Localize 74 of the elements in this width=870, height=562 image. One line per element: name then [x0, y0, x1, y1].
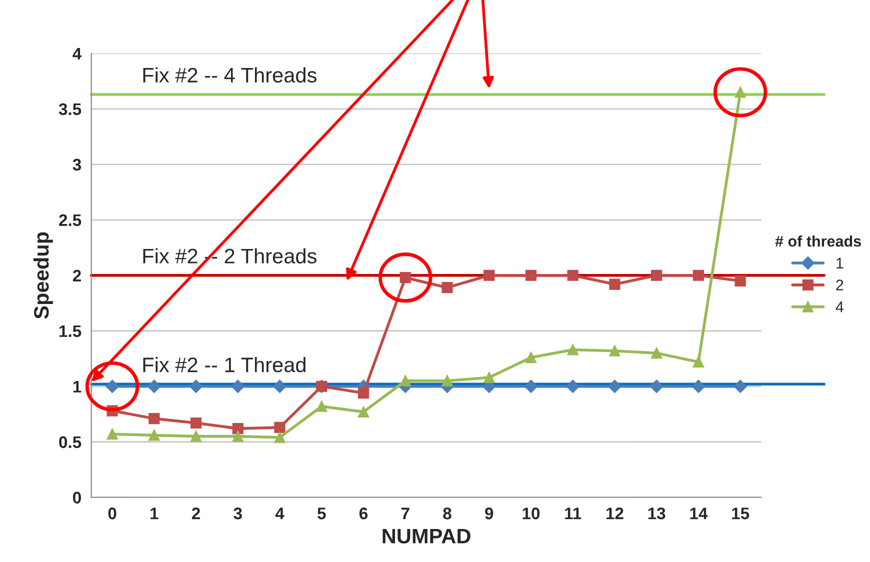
x-tick-label: 15 — [732, 508, 750, 520]
x-tick-label: 4 — [275, 508, 284, 520]
point — [734, 380, 747, 393]
point — [273, 380, 286, 393]
point — [525, 352, 537, 364]
y-tick-label: 1 — [73, 380, 82, 392]
point — [232, 430, 244, 442]
point — [609, 278, 620, 290]
point — [358, 406, 370, 418]
x-tick-label: 8 — [443, 508, 452, 520]
x-tick-label: 7 — [401, 508, 410, 520]
point — [567, 270, 578, 281]
point — [106, 380, 119, 393]
point — [274, 422, 286, 433]
point — [525, 270, 537, 281]
y-tick-label: 3.5 — [58, 103, 82, 116]
point — [734, 275, 746, 286]
x-tick-label: 12 — [606, 508, 624, 520]
point — [190, 417, 202, 429]
point — [692, 270, 704, 281]
x-tick-label: 5 — [318, 508, 326, 520]
point — [609, 345, 620, 356]
legend-label: 4 — [836, 302, 844, 312]
point — [484, 270, 495, 281]
point — [316, 400, 328, 412]
y-axis-title: Speedup — [33, 232, 53, 319]
point — [148, 380, 161, 393]
point — [148, 430, 160, 441]
point — [400, 272, 411, 284]
point — [651, 270, 662, 281]
point — [692, 356, 704, 368]
x-tick-label: 0 — [108, 508, 116, 520]
point — [358, 387, 370, 399]
legend-title: # of threads — [775, 235, 861, 247]
y-tick-label: 4 — [72, 48, 82, 60]
x-tick-label: 2 — [192, 508, 200, 520]
x-tick-label: 6 — [359, 508, 368, 520]
point — [148, 413, 160, 424]
ref-line-label: Fix #2 -- 1 Thread — [143, 356, 306, 372]
point — [734, 86, 746, 98]
y-tick-label: 3 — [72, 158, 82, 171]
y-tick-label: 2 — [72, 270, 81, 282]
point — [608, 380, 622, 393]
x-tick-label: 11 — [565, 508, 582, 520]
point — [231, 380, 244, 393]
ref-line-label: Fix #2 -- 4 Threads — [143, 67, 316, 83]
legend-label: 2 — [836, 280, 844, 290]
point — [190, 430, 202, 442]
point — [106, 428, 118, 440]
x-axis-title: NUMPAD — [382, 528, 470, 544]
point — [442, 282, 453, 294]
point — [442, 375, 453, 386]
x-tick-label: 9 — [485, 508, 494, 520]
point — [232, 422, 244, 434]
x-tick-label: 10 — [522, 508, 540, 520]
point — [524, 380, 538, 393]
point — [650, 380, 664, 393]
point — [567, 344, 578, 356]
x-tick-label: 13 — [648, 508, 666, 520]
y-tick-label: 0 — [73, 492, 81, 504]
point — [692, 380, 706, 393]
y-tick-label: 1.5 — [60, 325, 82, 338]
x-tick-label: 3 — [234, 508, 242, 520]
y-tick-label: 2.5 — [59, 214, 82, 226]
legend-label: 1 — [836, 258, 844, 268]
x-tick-label: 1 — [150, 508, 158, 520]
point — [484, 372, 495, 384]
point — [651, 348, 662, 359]
point — [566, 380, 580, 393]
y-tick-label: 0.5 — [59, 436, 82, 448]
x-tick-label: 14 — [690, 508, 708, 520]
point — [400, 375, 411, 386]
point — [274, 432, 286, 443]
point — [189, 380, 203, 393]
